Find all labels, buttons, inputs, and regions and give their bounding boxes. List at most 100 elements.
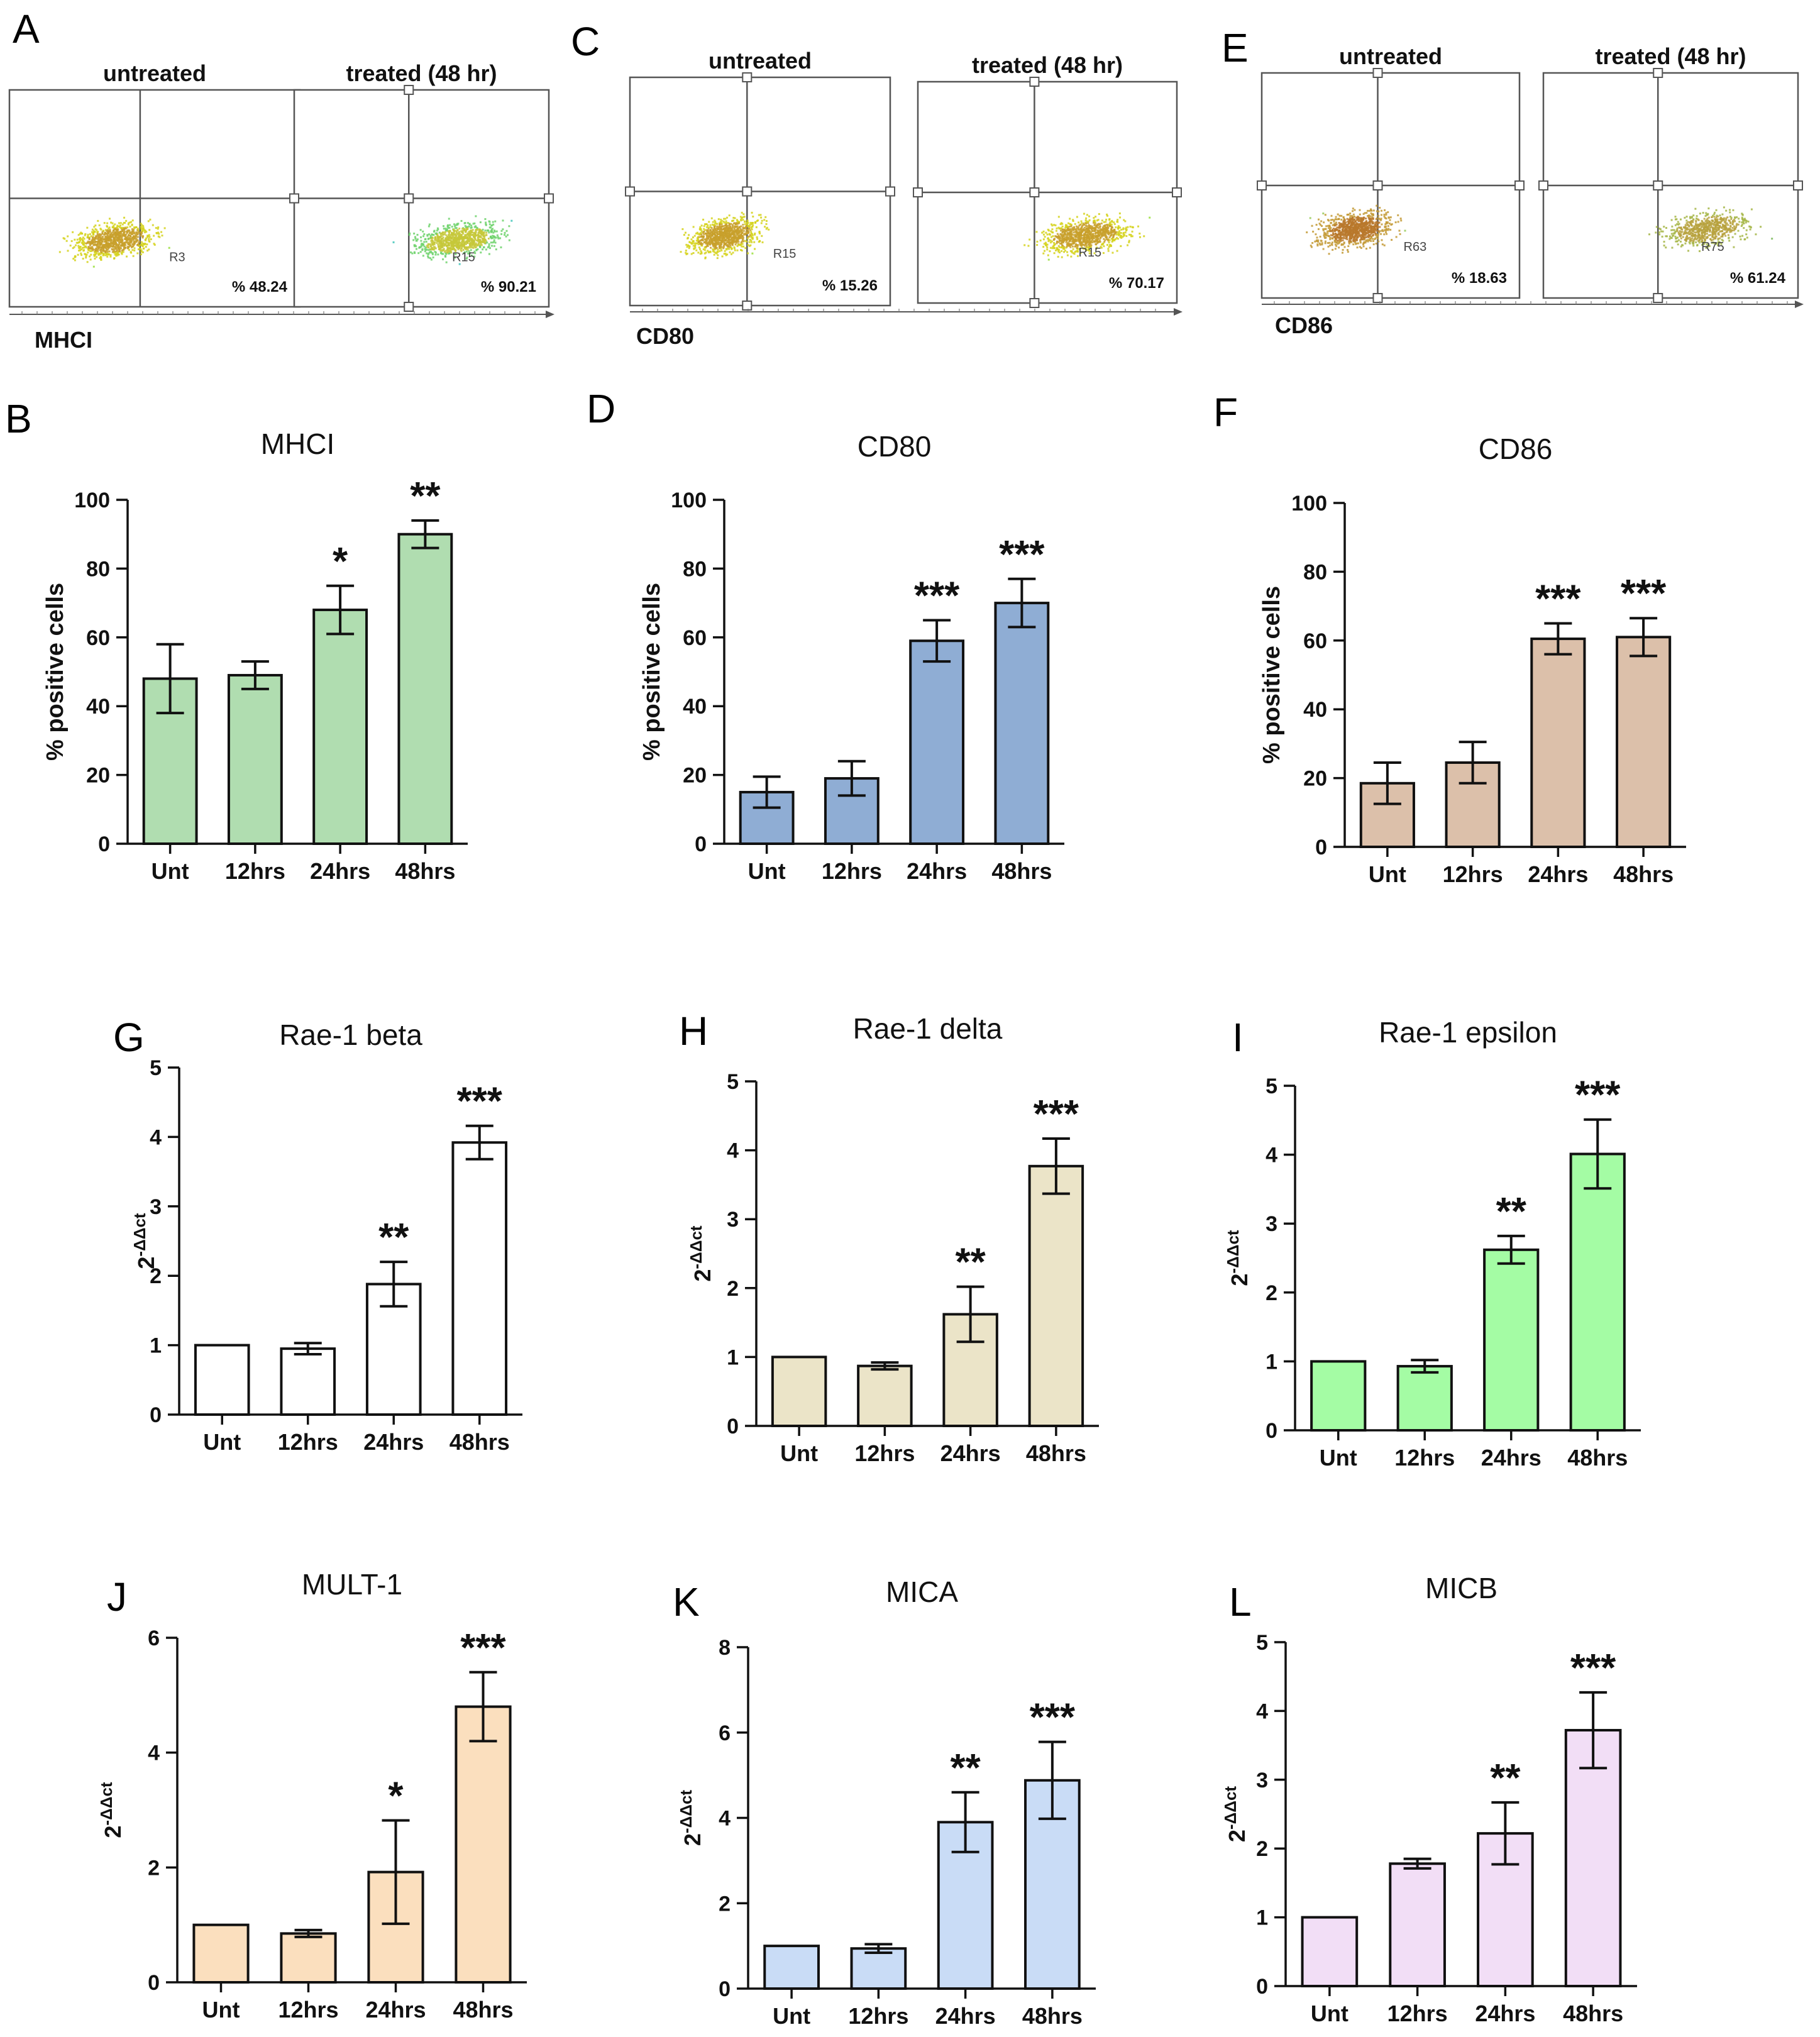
event-dot xyxy=(427,246,430,249)
event-dot xyxy=(1047,258,1050,261)
event-dot xyxy=(1342,237,1344,240)
event-dot xyxy=(708,221,710,223)
event-dot xyxy=(1727,224,1729,226)
event-dot xyxy=(1376,217,1378,219)
event-dot xyxy=(1069,229,1072,231)
event-dot xyxy=(1695,219,1697,222)
event-dot xyxy=(1690,239,1693,241)
panel-letter: C xyxy=(571,19,600,64)
event-dot xyxy=(1067,232,1070,235)
event-dot xyxy=(1701,233,1703,236)
event-dot xyxy=(1365,227,1368,229)
event-dot xyxy=(1760,226,1762,228)
event-dot xyxy=(1351,234,1354,236)
event-dot xyxy=(742,233,745,236)
event-dot xyxy=(458,246,461,248)
event-dot xyxy=(1365,236,1368,238)
flow-plot-title: untreated xyxy=(103,60,206,86)
event-dot xyxy=(746,232,748,235)
event-dot xyxy=(742,228,744,230)
event-dot xyxy=(1089,225,1092,228)
event-dot xyxy=(444,228,447,230)
event-dot xyxy=(492,221,494,223)
event-dot xyxy=(1098,229,1101,231)
event-dot xyxy=(1337,236,1339,238)
event-dot xyxy=(116,226,118,229)
event-dot xyxy=(700,239,703,241)
event-dot xyxy=(1384,217,1386,219)
event-dot xyxy=(1102,226,1105,229)
event-dot xyxy=(1070,255,1073,258)
percent-label: % 18.63 xyxy=(1452,270,1507,287)
event-dot xyxy=(1097,232,1100,235)
event-dot xyxy=(65,240,68,242)
event-dot xyxy=(1087,241,1089,243)
event-dot xyxy=(1044,250,1046,252)
event-dot xyxy=(1687,238,1689,240)
event-dot xyxy=(475,244,477,246)
event-dot xyxy=(1072,219,1074,221)
event-dot xyxy=(78,250,80,252)
event-dot xyxy=(500,229,503,232)
event-dot xyxy=(1081,246,1083,249)
event-dot xyxy=(444,231,447,233)
event-dot xyxy=(420,245,422,248)
event-dot xyxy=(1316,239,1318,241)
event-dot xyxy=(132,255,135,257)
event-dot xyxy=(702,248,705,251)
event-dot xyxy=(709,234,711,236)
event-dot xyxy=(707,226,710,229)
event-dot xyxy=(1089,243,1091,246)
event-dot xyxy=(1755,233,1757,236)
event-dot xyxy=(1352,223,1355,225)
event-dot xyxy=(1679,240,1682,243)
event-dot xyxy=(1365,221,1367,223)
event-dot xyxy=(727,236,730,238)
event-dot xyxy=(1362,233,1364,235)
event-dot xyxy=(89,246,92,249)
event-dot xyxy=(444,252,447,255)
event-dot xyxy=(1345,231,1348,234)
event-dot xyxy=(1073,229,1075,231)
event-dot xyxy=(104,231,106,234)
event-dot xyxy=(765,223,768,225)
event-dot xyxy=(1069,238,1072,241)
event-dot xyxy=(1374,228,1376,230)
event-dot xyxy=(1347,251,1349,253)
event-dot xyxy=(729,227,732,229)
event-dot xyxy=(121,251,123,253)
event-dot xyxy=(1131,230,1133,233)
event-dot xyxy=(1358,216,1360,219)
event-dot xyxy=(1338,222,1340,224)
event-dot xyxy=(114,223,116,226)
event-dot xyxy=(1058,228,1061,230)
event-dot xyxy=(703,233,705,235)
event-dot xyxy=(155,227,157,229)
event-dot xyxy=(724,252,727,255)
event-dot xyxy=(133,241,135,243)
event-dot xyxy=(464,235,466,238)
event-dot xyxy=(392,241,395,243)
event-dot xyxy=(97,247,99,250)
event-dot xyxy=(96,241,98,243)
event-dot xyxy=(434,239,436,241)
event-dot xyxy=(112,245,114,247)
event-dot xyxy=(747,244,749,246)
event-dot xyxy=(102,253,105,256)
event-dot xyxy=(1096,235,1099,238)
event-dot xyxy=(446,229,448,231)
event-dot xyxy=(1324,240,1326,243)
event-dot xyxy=(1377,229,1379,232)
event-dot xyxy=(107,235,109,237)
event-dot xyxy=(464,224,466,227)
event-dot xyxy=(1333,223,1335,226)
event-dot xyxy=(1323,228,1326,230)
event-dot xyxy=(1329,236,1332,239)
event-dot xyxy=(1361,231,1364,234)
event-dot xyxy=(118,226,121,228)
event-dot xyxy=(1325,233,1327,236)
event-dot xyxy=(1084,222,1087,224)
event-dot xyxy=(475,234,478,236)
event-dot xyxy=(1122,227,1125,229)
event-dot xyxy=(111,248,113,250)
